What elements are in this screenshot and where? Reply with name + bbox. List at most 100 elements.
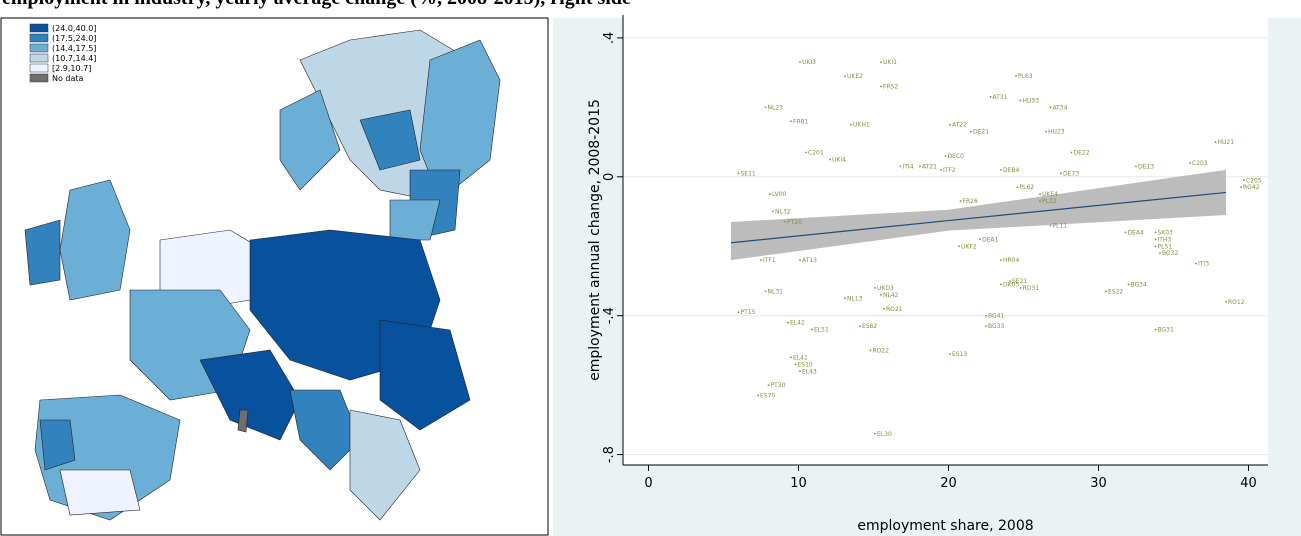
point-label: UKI1 — [883, 59, 897, 66]
point — [768, 384, 770, 386]
point — [945, 155, 947, 157]
point-label: RO12 — [1228, 299, 1245, 306]
point-label: AT21 — [922, 163, 937, 170]
legend-swatch — [30, 24, 48, 32]
point-label: BG41 — [988, 313, 1004, 320]
point-label: UKD3 — [877, 285, 894, 292]
point — [880, 294, 882, 296]
point — [787, 322, 789, 324]
point-label: AT13 — [802, 257, 817, 264]
point — [883, 308, 885, 310]
point-label: UKE2 — [847, 73, 863, 80]
point — [880, 61, 882, 63]
point-label: NL23 — [768, 104, 784, 111]
point-label: EL30 — [877, 431, 892, 438]
point-label: NL42 — [883, 292, 899, 299]
point-label: PT20 — [787, 219, 802, 226]
point — [960, 200, 962, 202]
point-label: DE13 — [1138, 163, 1154, 170]
point-label: UKI4 — [832, 156, 846, 163]
point — [799, 61, 801, 63]
y-tick-label: -.4 — [602, 307, 617, 324]
point-label: SE11 — [741, 170, 756, 177]
point-label: ITF1 — [763, 257, 776, 264]
point-label: HR04 — [1003, 257, 1019, 264]
y-tick-label: -.8 — [602, 446, 617, 463]
point — [900, 165, 902, 167]
point — [1135, 165, 1137, 167]
y-tick-label: .4 — [602, 32, 617, 44]
point — [1045, 131, 1047, 133]
legend-label: (14.4,17.5] — [52, 44, 96, 53]
point — [765, 290, 767, 292]
point-label: PL51 — [1158, 243, 1173, 250]
x-tick-label: 0 — [644, 476, 652, 491]
point — [1195, 263, 1197, 265]
point — [880, 86, 882, 88]
point-label: C201 — [808, 150, 824, 157]
x-tick-label: 30 — [1090, 476, 1107, 491]
point — [985, 315, 987, 317]
point — [1020, 100, 1022, 102]
point-label: RO22 — [873, 347, 890, 354]
point-label: ES10 — [798, 361, 813, 368]
point-label: DEB4 — [1003, 167, 1020, 174]
point-label: AT34 — [1053, 104, 1068, 111]
x-tick-label: 10 — [790, 476, 807, 491]
point-label: DE21 — [973, 129, 989, 136]
point — [1000, 169, 1002, 171]
point — [859, 325, 861, 327]
point-label: PL11 — [1053, 222, 1068, 229]
point — [844, 75, 846, 77]
x-axis-title: employment share, 2008 — [857, 518, 1033, 534]
point — [1125, 231, 1127, 233]
point — [940, 169, 942, 171]
point — [1060, 172, 1062, 174]
point-label: NL31 — [768, 288, 784, 295]
point — [829, 159, 831, 161]
point-label: EL41 — [793, 354, 808, 361]
y-axis-title: employment annual change, 2008-2015 — [587, 99, 603, 381]
legend-swatch — [30, 64, 48, 72]
point-label: RO21 — [886, 306, 903, 313]
point — [1015, 75, 1017, 77]
page: employment in industry, yearly average c… — [0, 0, 1301, 536]
point — [1050, 225, 1052, 227]
point-label: BG34 — [1131, 281, 1147, 288]
point — [1155, 329, 1157, 331]
point — [1128, 284, 1130, 286]
point — [1105, 290, 1107, 292]
point — [970, 131, 972, 133]
legend-swatch — [30, 54, 48, 62]
point-label: ES13 — [952, 351, 967, 358]
point — [1039, 200, 1041, 202]
point-label: FR26 — [963, 198, 978, 205]
point — [784, 221, 786, 223]
point — [1020, 287, 1022, 289]
legend-swatch — [30, 44, 48, 52]
point-label: SK03 — [1158, 229, 1174, 236]
point — [874, 287, 876, 289]
point-label: EL51 — [814, 327, 829, 334]
point-label: PL62 — [1020, 184, 1035, 191]
point — [1071, 152, 1073, 154]
point — [790, 356, 792, 358]
point — [811, 329, 813, 331]
point — [1155, 238, 1157, 240]
point-label: ES62 — [862, 323, 877, 330]
point — [1000, 259, 1002, 261]
point-label: PL63 — [1018, 73, 1033, 80]
point-label: BG33 — [988, 323, 1004, 330]
point-label: ES22 — [1108, 288, 1123, 295]
point-label: NL13 — [847, 295, 863, 302]
point — [1050, 106, 1052, 108]
point-label: DEA1 — [982, 236, 999, 243]
point-label: EL43 — [802, 368, 817, 375]
point — [1215, 141, 1217, 143]
point — [805, 152, 807, 154]
point — [1189, 162, 1191, 164]
point — [1000, 284, 1002, 286]
point — [795, 363, 797, 365]
point-label: HU21 — [1218, 139, 1235, 146]
point — [874, 433, 876, 435]
